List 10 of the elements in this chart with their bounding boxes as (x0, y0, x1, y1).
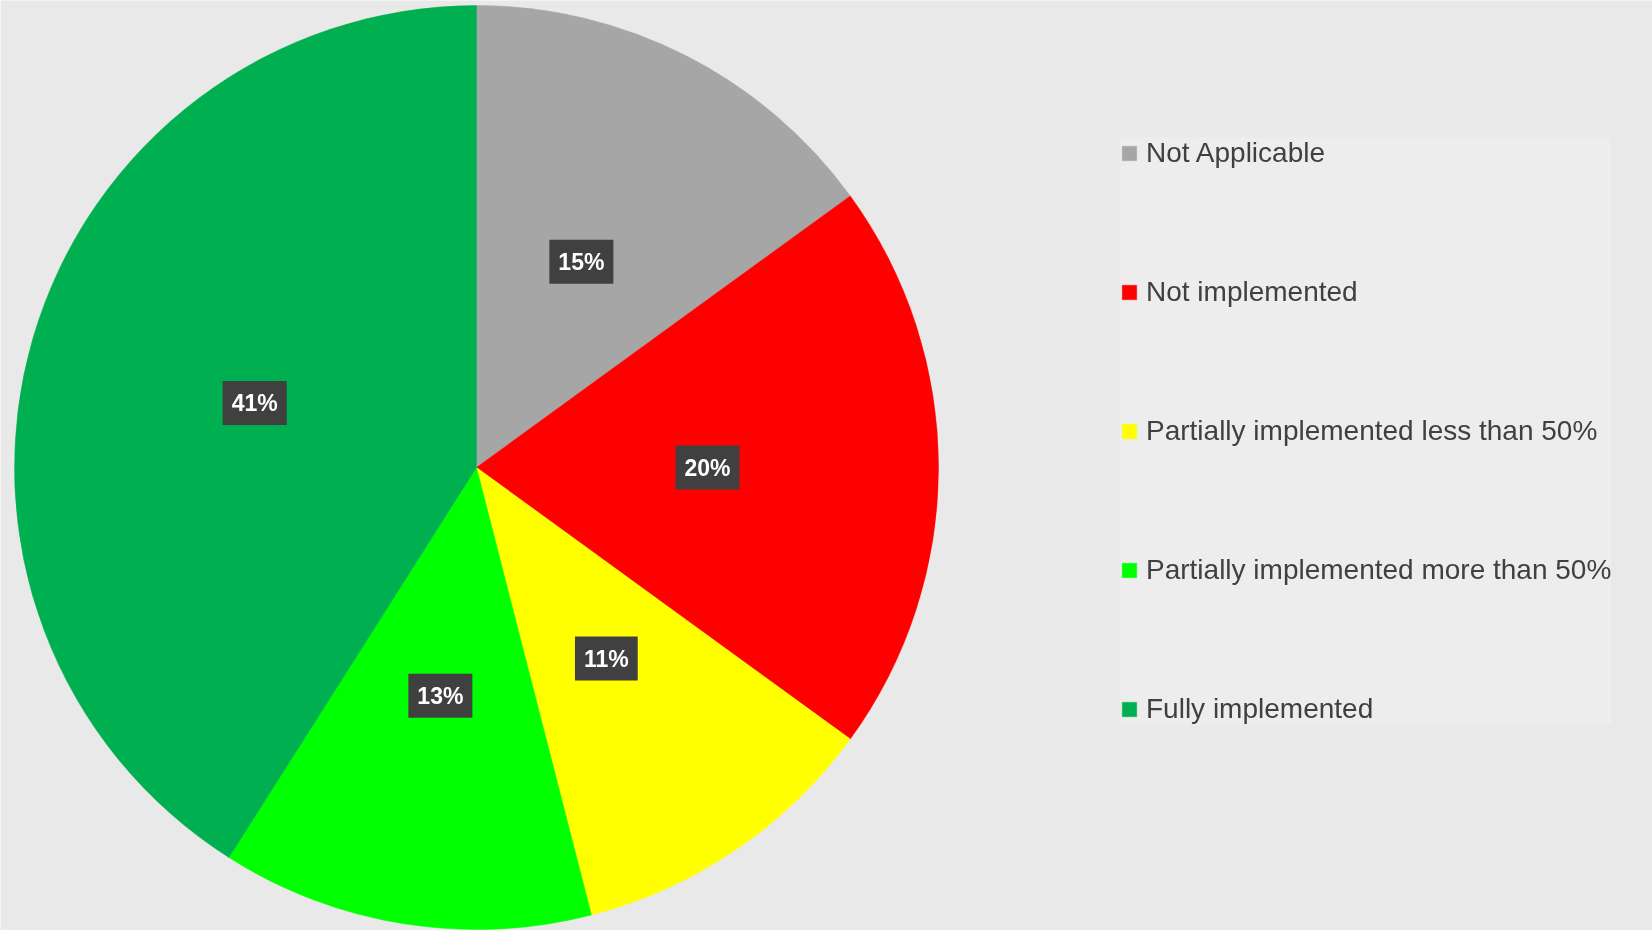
data-label: 20% (684, 454, 731, 481)
legend-label: Not implemented (1146, 276, 1358, 308)
data-label: 41% (231, 390, 278, 417)
data-label: 15% (558, 248, 605, 275)
data-label: 13% (417, 682, 464, 709)
legend-label: Fully implemented (1146, 693, 1374, 725)
data-label: 11% (583, 645, 629, 672)
legend-label: Partially implemented less than 50% (1146, 415, 1598, 447)
legend-label: Partially implemented more than 50% (1146, 554, 1612, 586)
legend-label: Not Applicable (1146, 137, 1326, 169)
